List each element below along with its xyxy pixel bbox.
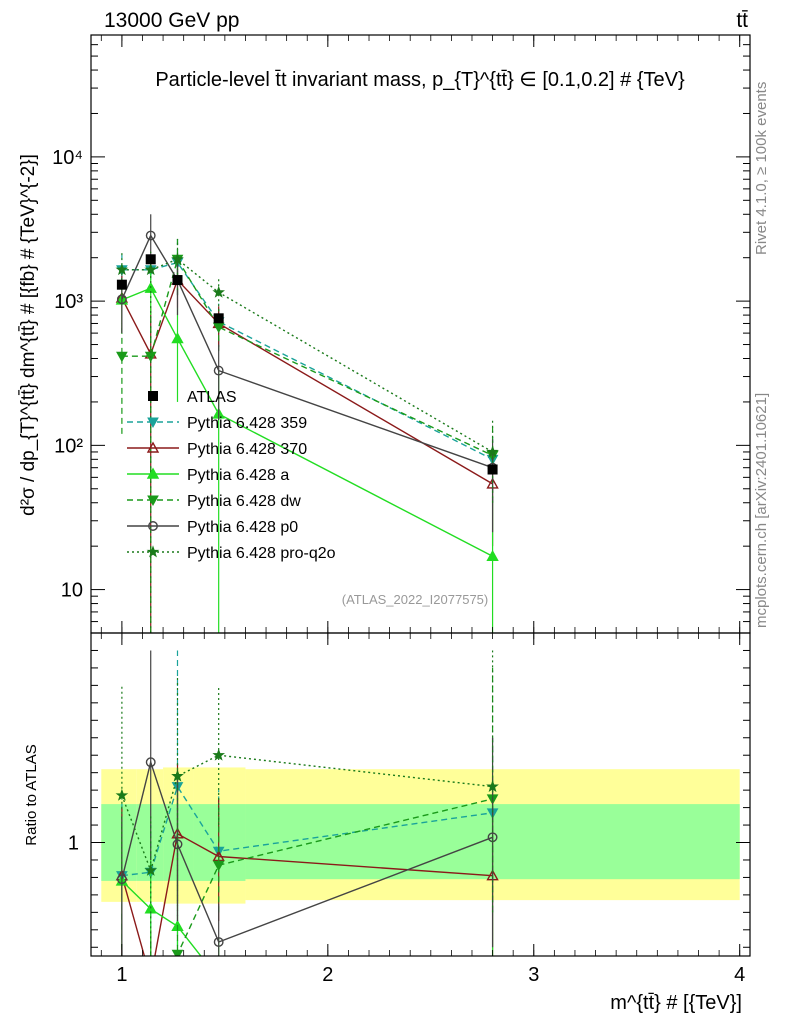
legend-item: Pythia 6.428 dw [127, 493, 301, 510]
atlas-data-point [145, 254, 156, 265]
series-atlas [116, 254, 498, 475]
y-axis-label: d²σ / dp_{T}^{tt̄} dm^{tt̄} # [{fb} # {T… [18, 154, 39, 516]
legend-marker [148, 391, 158, 401]
y-tick-label: 10⁴ [52, 147, 83, 169]
legend-item: Pythia 6.428 p0 [127, 519, 298, 536]
process-label: tt̄ [736, 9, 748, 32]
data-point [212, 285, 225, 298]
ratio-y-tick-label: 1 [68, 833, 79, 855]
y-tick-label: 10 [61, 580, 83, 602]
legend-label: Pythia 6.428 pro-q2o [187, 545, 336, 562]
main-frame [90, 34, 751, 634]
ratio-point [212, 860, 225, 872]
rivet-label: Rivet 4.1.0, ≥ 100k events [753, 82, 770, 255]
uncertainty-band-inner [193, 804, 246, 881]
x-tick-label: 4 [734, 964, 745, 986]
data-point [171, 252, 184, 265]
data-point [486, 549, 499, 562]
chart-title: Particle-level t̄t invariant mass, p_{T}… [155, 69, 685, 91]
data-point [486, 445, 499, 458]
main-panel: 10 10² 10³ 10⁴ Particle-level t̄t invariant… [18, 34, 751, 634]
ratio-y-axis-label: Ratio to ATLAS [23, 744, 40, 845]
y-tick-label: 10³ [54, 291, 83, 313]
ratio-series-5 [115, 650, 499, 956]
atlas-data-point [172, 275, 183, 286]
atlas-data-point [487, 464, 498, 475]
ratio-panel: 1 2 3 4 1 Ratio to ATLAS [23, 632, 751, 986]
ratio-point [212, 748, 226, 761]
y-tick-label: 10² [54, 435, 83, 457]
ratio-point [115, 788, 129, 801]
series-1 [115, 260, 499, 633]
legend-marker [148, 521, 158, 531]
legend-item: Pythia 6.428 a [127, 467, 289, 484]
series-line [121, 261, 493, 460]
data-point [145, 230, 156, 241]
data-point [116, 351, 128, 363]
legend-item: Pythia 6.428 359 [127, 415, 307, 432]
x-axis-label: m^{tt̄} # [{TeV}] [610, 992, 742, 1014]
ratio-point [171, 949, 184, 956]
legend-label: Pythia 6.428 370 [187, 441, 307, 458]
ratio-point [213, 937, 224, 947]
data-point [115, 263, 129, 276]
data-point [144, 263, 158, 276]
legend-item: Pythia 6.428 pro-q2o [127, 545, 336, 562]
legend-marker [146, 545, 160, 558]
ratio-point [116, 874, 127, 885]
legend-marker [147, 417, 159, 429]
ratio-point [146, 974, 156, 983]
legend-label: Pythia 6.428 a [187, 467, 289, 484]
data-point [213, 365, 224, 376]
legend-item-atlas: ATLAS [148, 389, 237, 406]
legend-label: ATLAS [187, 389, 237, 406]
legend-marker [146, 441, 160, 453]
legend-label: Pythia 6.428 359 [187, 415, 307, 432]
ratio-point [145, 757, 156, 768]
ratio-point [171, 769, 184, 782]
legend-label: Pythia 6.428 dw [187, 493, 301, 510]
analysis-label: (ATLAS_2022_I2077575) [342, 592, 488, 607]
legend-label: Pythia 6.428 p0 [187, 519, 298, 536]
ratio-frame [90, 632, 751, 957]
series-line [121, 258, 493, 453]
energy-label: 13000 GeV pp [104, 9, 239, 32]
atlas-data-point [213, 313, 224, 324]
x-tick-label: 1 [116, 964, 127, 986]
atlas-data-point [116, 279, 127, 290]
legend-item: Pythia 6.428 370 [127, 441, 307, 458]
data-point [171, 332, 184, 344]
series-3 [116, 237, 499, 633]
ratio-line [121, 754, 493, 873]
legend-marker [146, 467, 160, 479]
ratio-point [144, 863, 158, 876]
series-5 [115, 238, 499, 633]
x-tick-label: 2 [322, 964, 333, 986]
ratio-point [146, 976, 156, 985]
x-tick-label: 3 [528, 964, 539, 986]
ratio-point [214, 974, 224, 983]
legend-marker [147, 495, 159, 507]
legend: ATLAS Pythia 6.428 359 Pythia 6.428 370 Pyt… [127, 389, 336, 562]
ratio-point [488, 968, 498, 977]
series-2 [115, 269, 499, 633]
ratio-point [486, 779, 499, 793]
source-label: mcplots.cern.ch [arXiv:2401.10621] [753, 393, 770, 628]
